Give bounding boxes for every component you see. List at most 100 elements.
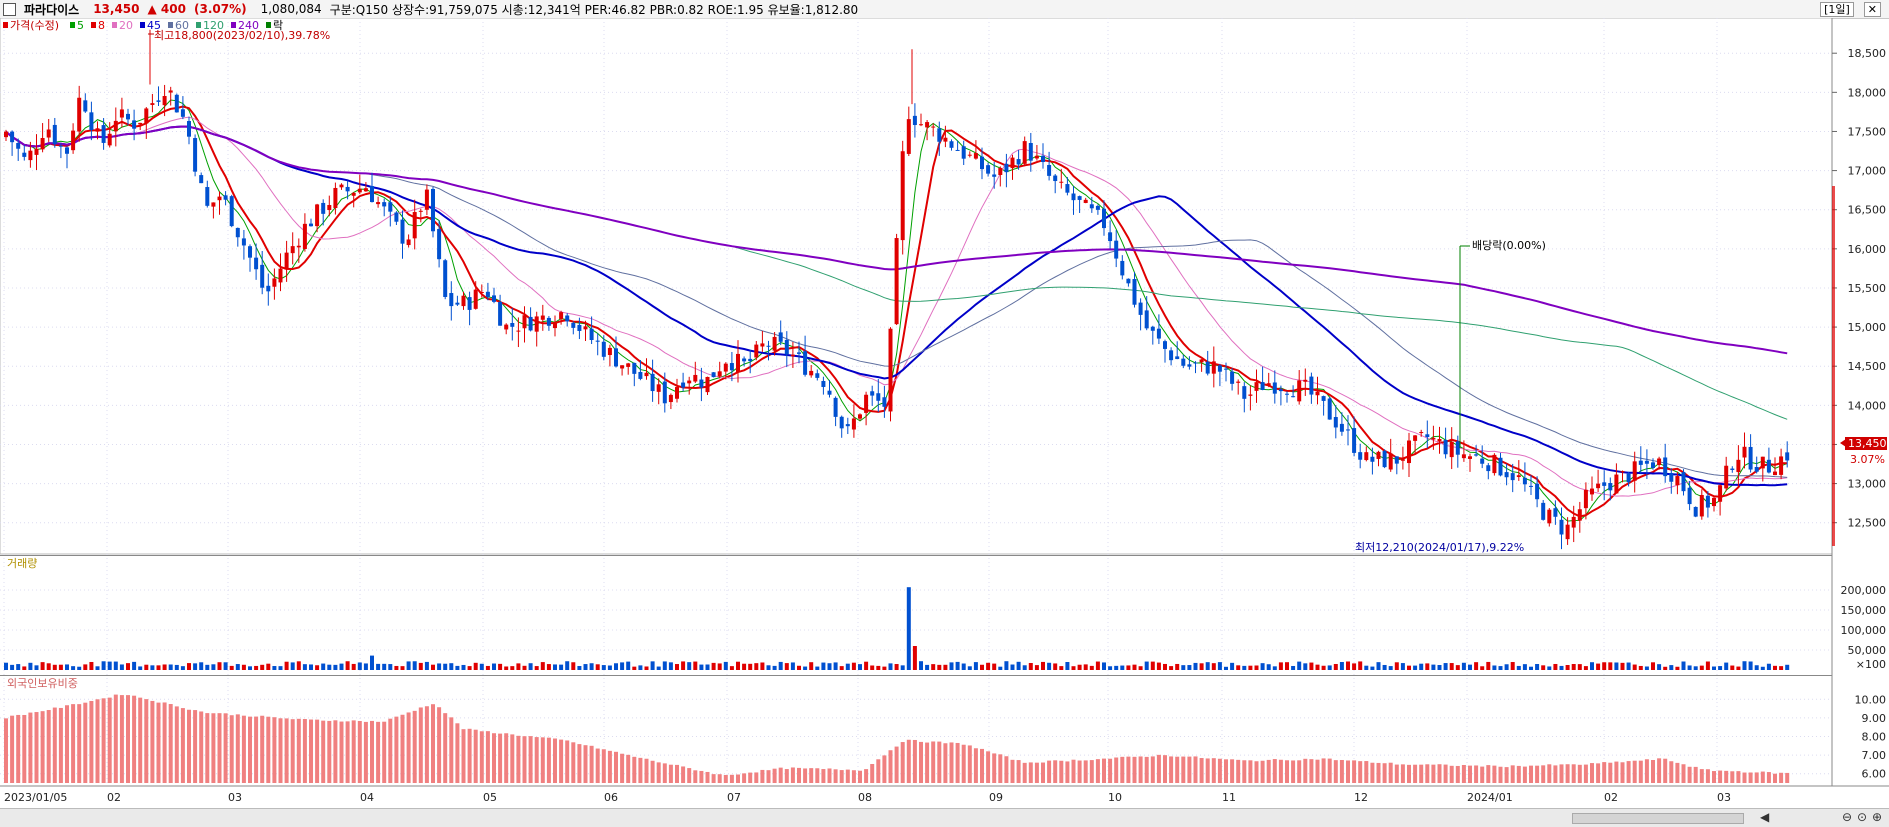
foreign-bar [473,729,478,783]
period-button[interactable]: [1일] [1820,1,1854,17]
time-tick-label: 09 [989,791,1003,804]
volume-bar [1181,665,1186,670]
volume-bar [388,664,393,670]
candle-body [1181,358,1186,366]
zoom-reset-icon[interactable]: ⊙ [1857,810,1868,824]
foreign-bar [1272,759,1277,783]
volume-bar [418,662,423,670]
volume-bar [10,664,15,670]
volume-bar [723,661,728,670]
candle-body [1681,472,1686,492]
candle-body [418,210,423,212]
foreign-bar [1028,762,1033,783]
volume-bar [1266,664,1271,670]
candle-body [1016,159,1021,165]
candle-body [1187,364,1192,367]
close-icon[interactable]: ✕ [1863,1,1881,17]
candle-body [321,202,326,214]
volume-bar [28,662,33,670]
volume-bar [1144,661,1149,670]
current-price-marker [1840,439,1846,447]
time-tick-label: 07 [727,791,741,804]
candle-body [1217,365,1222,372]
candle-body [473,289,478,309]
candle-body [1315,391,1320,396]
foreign-bar [681,766,686,783]
foreign-bar [1339,759,1344,783]
foreign-bar [1547,764,1552,783]
foreign-bar [1760,771,1765,783]
candle-body [955,149,960,151]
volume-bar [626,661,631,670]
candle-body [46,129,51,138]
foreign-bar [315,719,320,783]
volume-bar [797,665,801,670]
volume-bar [1041,661,1045,670]
price-tick-label: 14,500 [1848,360,1887,373]
foreign-bar [168,704,173,783]
volume-bar [601,665,606,670]
volume-bar [1388,666,1393,670]
foreign-bar [858,770,862,783]
foreign-bar [1047,760,1052,783]
time-tick-label: 03 [1717,791,1731,804]
foreign-bar [1651,760,1655,783]
select-checkbox[interactable] [3,2,16,16]
zoom-out-icon[interactable]: ⊖ [1842,810,1853,824]
volume-bar [467,666,472,670]
candle-body [900,151,905,241]
candle-body [553,323,557,329]
candle-body [675,387,679,399]
volume-bar [1339,662,1344,670]
foreign-bar [614,751,618,783]
candle-body [1443,440,1448,455]
volume-bar [1541,665,1546,670]
foreign-bar [949,742,954,783]
foreign-bar [705,771,710,783]
foreign-bar [784,769,789,783]
volume-bar [1547,666,1552,670]
candle-body [1224,368,1228,370]
foreign-bar [1614,761,1619,783]
foreign-bar [1663,758,1668,783]
volume-bar [1095,661,1100,670]
foreign-bar [1059,760,1064,783]
foreign-bar [485,731,490,783]
candle-body [388,202,393,212]
candle-body [1394,456,1399,464]
volume-bar [1675,666,1680,670]
candle-body [681,382,686,388]
foreign-bar [1657,758,1662,783]
volume-bar [919,661,923,670]
candle-body [1071,193,1076,201]
candle-body [1644,460,1649,464]
volume-bar [571,662,576,670]
foreign-bar [827,768,832,783]
volume-bar [1321,665,1326,670]
candle-body [1449,441,1454,458]
volume-bar [833,662,838,670]
stock-name[interactable]: 파라다이스 [24,2,80,17]
scroll-thumb[interactable] [1572,813,1744,824]
volume-bar [577,665,582,670]
bottom-scrollbar[interactable]: ◀ ⊖ ⊙ ⊕ [0,808,1889,827]
low-annotation: 최저12,210(2024/01/17),9.22% [1355,541,1524,554]
price-chart[interactable]: 18,500 18,000 17,500 17,000 16,500 16,000 15,5… [0,18,1889,808]
volume-bar [1047,662,1052,670]
candle-body [1724,465,1729,489]
scroll-left-icon[interactable]: ◀ [1760,810,1770,824]
volume-bar [1760,666,1765,670]
foreign-bar [1303,758,1308,783]
volume-bar [614,663,618,670]
price-tick-label: 18,000 [1848,86,1887,99]
candle-body [1699,495,1704,517]
zoom-in-icon[interactable]: ⊕ [1872,810,1883,824]
foreign-bar [644,758,649,783]
candle-body [821,381,826,387]
candle-body [790,354,795,357]
candle-body [449,293,454,307]
volume-bar [241,664,246,670]
candle-body [522,315,527,329]
price-range-bar [1832,186,1835,546]
volume-bar [534,666,539,670]
